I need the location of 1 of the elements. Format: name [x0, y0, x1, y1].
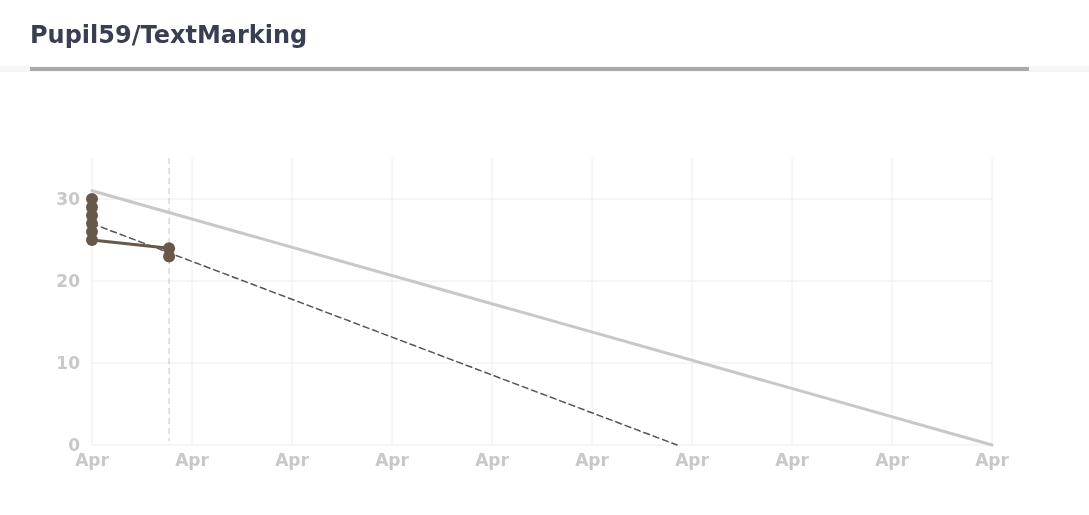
chart-title: Pupil59/TextMarking [30, 21, 308, 49]
